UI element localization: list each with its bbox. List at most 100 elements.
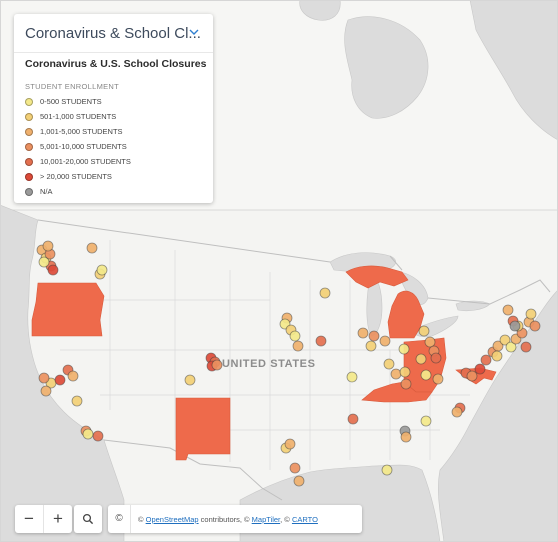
school-closure-marker[interactable]	[42, 240, 54, 252]
school-closure-marker[interactable]	[474, 363, 486, 375]
school-closure-marker[interactable]	[357, 327, 369, 339]
country-label: UNITED STATES	[222, 358, 316, 370]
school-closure-marker[interactable]	[509, 320, 521, 332]
school-closure-marker[interactable]	[383, 358, 395, 370]
legend-item: N/A	[25, 184, 131, 199]
school-closure-marker[interactable]	[184, 374, 196, 386]
school-closure-marker[interactable]	[54, 374, 66, 386]
school-closure-marker[interactable]	[211, 359, 223, 371]
legend-swatch	[25, 112, 33, 121]
zoom-control: − +	[15, 505, 72, 533]
school-closure-marker[interactable]	[424, 336, 436, 348]
school-closure-marker[interactable]	[451, 406, 463, 418]
hudson-bay-2	[299, 0, 341, 21]
school-closure-marker[interactable]	[292, 340, 304, 352]
school-closure-marker[interactable]	[284, 438, 296, 450]
school-closure-marker[interactable]	[525, 308, 537, 320]
legend-label: 5,001-10,000 STUDENTS	[40, 142, 127, 151]
school-closure-marker[interactable]	[502, 304, 514, 316]
school-closure-marker[interactable]	[379, 335, 391, 347]
school-closure-marker[interactable]	[86, 242, 98, 254]
school-closure-marker[interactable]	[293, 475, 305, 487]
legend-header[interactable]: Coronavirus & School Cl...	[14, 14, 213, 53]
school-closure-marker[interactable]	[415, 353, 427, 365]
legend-swatch	[25, 187, 33, 196]
school-closure-marker[interactable]	[420, 415, 432, 427]
school-closure-marker[interactable]	[38, 256, 50, 268]
school-closure-marker[interactable]	[390, 368, 402, 380]
legend-subtitle: Coronavirus & U.S. School Closures	[25, 58, 207, 70]
legend-item: 5,001-10,000 STUDENTS	[25, 139, 131, 154]
search-icon	[82, 513, 94, 525]
school-closure-marker[interactable]	[368, 330, 380, 342]
school-closure-marker[interactable]	[480, 354, 492, 366]
legend-swatch	[25, 142, 33, 151]
legend-item: > 20,000 STUDENTS	[25, 169, 131, 184]
school-closure-marker[interactable]	[346, 371, 358, 383]
legend-swatch	[25, 172, 33, 181]
carto-link[interactable]: CARTO	[291, 514, 318, 524]
school-closure-marker[interactable]	[400, 378, 412, 390]
school-closure-marker[interactable]	[67, 370, 79, 382]
osm-link[interactable]: OpenStreetMap	[145, 514, 199, 524]
school-closure-marker[interactable]	[381, 464, 393, 476]
state-michigan-upper	[345, 265, 409, 289]
zoom-in-button[interactable]: +	[43, 505, 72, 533]
chevron-down-icon[interactable]	[187, 25, 201, 39]
school-closure-marker[interactable]	[38, 372, 50, 384]
school-closure-marker[interactable]	[430, 352, 442, 364]
legend-items: 0-500 STUDENTS 501-1,000 STUDENTS 1,001-…	[25, 94, 131, 199]
school-closure-marker[interactable]	[82, 428, 94, 440]
school-closure-marker[interactable]	[40, 385, 52, 397]
school-closure-marker[interactable]	[319, 287, 331, 299]
maptiler-link[interactable]: MapTiler	[251, 514, 281, 524]
legend-item: 10,001-20,000 STUDENTS	[25, 154, 131, 169]
school-closure-marker[interactable]	[520, 341, 532, 353]
school-closure-marker[interactable]	[315, 335, 327, 347]
legend-label: 0-500 STUDENTS	[40, 97, 102, 106]
search-button[interactable]	[74, 505, 102, 533]
school-closure-marker[interactable]	[71, 395, 83, 407]
legend-swatch	[25, 97, 33, 106]
legend-label: N/A	[40, 187, 53, 196]
school-closure-marker[interactable]	[347, 413, 359, 425]
school-closure-marker[interactable]	[491, 350, 503, 362]
zoom-out-button[interactable]: −	[24, 509, 34, 528]
hudson-bay	[344, 16, 429, 119]
school-closure-marker[interactable]	[420, 369, 432, 381]
legend-panel: Coronavirus & School Cl... Coronavirus &…	[14, 14, 213, 203]
school-closure-marker[interactable]	[399, 366, 411, 378]
school-closure-marker[interactable]	[96, 264, 108, 276]
legend-title: Coronavirus & School Cl...	[25, 25, 201, 42]
legend-swatch	[25, 127, 33, 136]
school-closure-marker[interactable]	[505, 341, 517, 353]
school-closure-marker[interactable]	[47, 264, 59, 276]
us-mexico-border	[103, 439, 283, 501]
attribution-prefix: ©	[138, 514, 144, 524]
legend-label: 10,001-20,000 STUDENTS	[40, 157, 131, 166]
school-closure-marker[interactable]	[432, 373, 444, 385]
legend-swatch	[25, 157, 33, 166]
school-closure-marker[interactable]	[499, 334, 511, 346]
us-canada-border	[37, 219, 551, 305]
state-michigan-lower	[387, 290, 425, 339]
legend-item: 501-1,000 STUDENTS	[25, 109, 131, 124]
school-closure-marker[interactable]	[365, 340, 377, 352]
legend-label: > 20,000 STUDENTS	[40, 172, 112, 181]
attribution-toggle[interactable]: ©	[108, 505, 131, 533]
school-closure-marker[interactable]	[289, 330, 301, 342]
school-closure-marker[interactable]	[398, 343, 410, 355]
legend-label: 1,001-5,000 STUDENTS	[40, 127, 123, 136]
school-closure-marker[interactable]	[289, 462, 301, 474]
school-closure-marker[interactable]	[400, 431, 412, 443]
school-closure-marker[interactable]	[418, 325, 430, 337]
labrador-sea	[469, 0, 558, 141]
legend-section-label: STUDENT ENROLLMENT	[25, 82, 120, 91]
school-closure-marker[interactable]	[529, 320, 541, 332]
attribution-bar: © © OpenStreetMap contributors, © MapTil…	[108, 505, 362, 533]
pacific-ocean	[0, 204, 125, 542]
attribution-text: © OpenStreetMap contributors, © MapTiler…	[131, 515, 318, 524]
school-closure-marker[interactable]	[466, 370, 478, 382]
school-closure-marker[interactable]	[92, 430, 104, 442]
